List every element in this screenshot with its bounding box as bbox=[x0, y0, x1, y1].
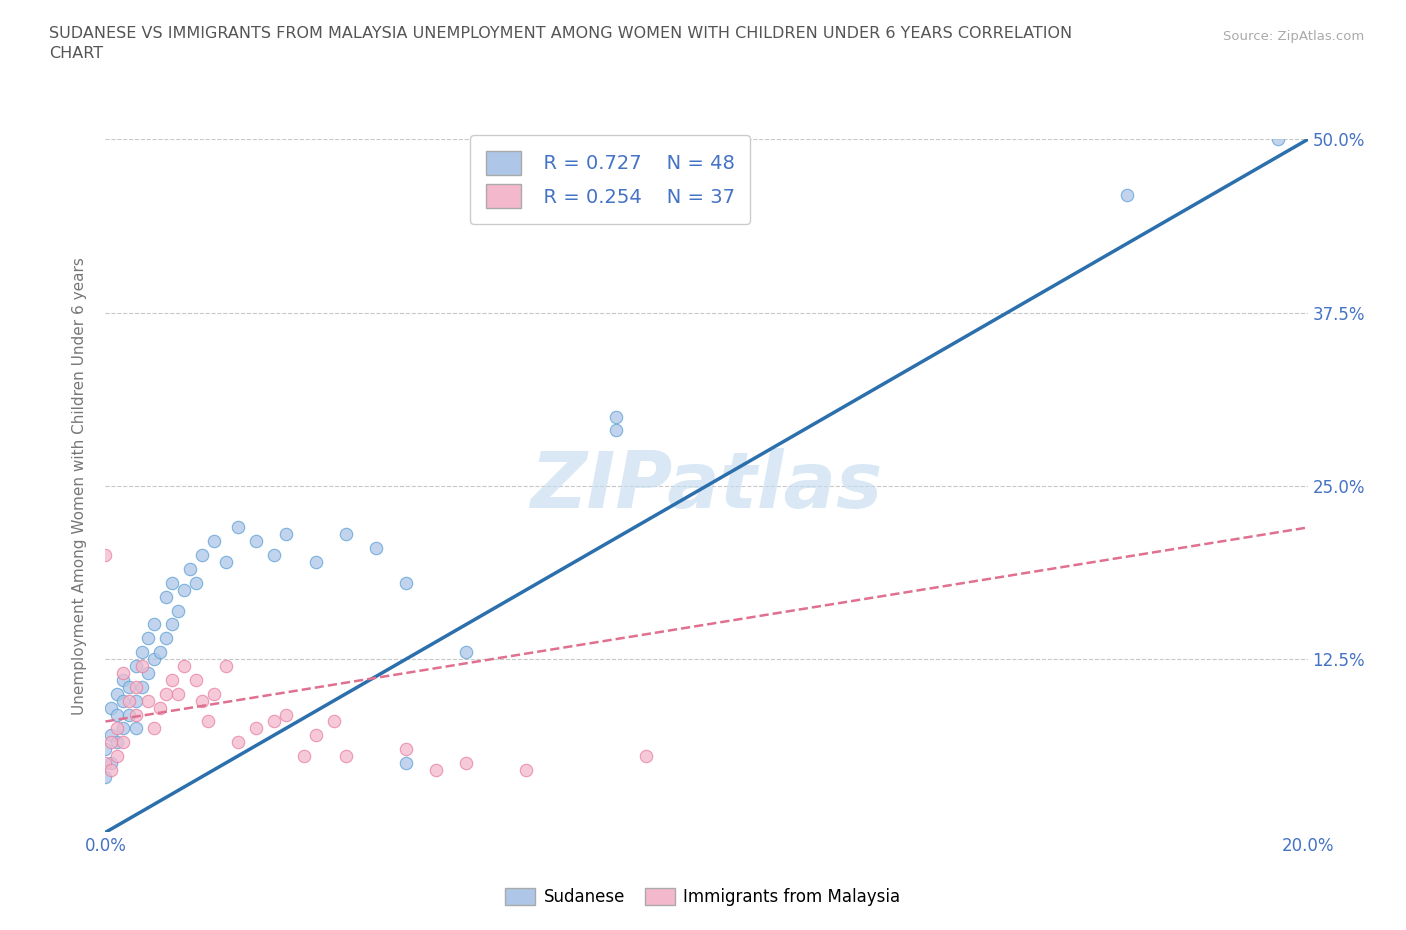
Point bbox=[131, 680, 153, 695]
Point bbox=[395, 742, 418, 757]
Point bbox=[335, 749, 357, 764]
Point bbox=[173, 658, 195, 673]
Point bbox=[131, 658, 153, 673]
Point bbox=[112, 672, 135, 687]
Point bbox=[197, 714, 219, 729]
Legend:   R = 0.727    N = 48,   R = 0.254    N = 37: R = 0.727 N = 48, R = 0.254 N = 37 bbox=[471, 136, 751, 223]
Y-axis label: Unemployment Among Women with Children Under 6 years: Unemployment Among Women with Children U… bbox=[72, 257, 87, 715]
Point bbox=[100, 728, 122, 743]
Point bbox=[263, 714, 285, 729]
Point bbox=[454, 644, 477, 659]
Point bbox=[605, 409, 627, 424]
Point bbox=[155, 686, 177, 701]
Point bbox=[184, 576, 207, 591]
Point bbox=[124, 721, 146, 736]
Point bbox=[202, 686, 225, 701]
Text: SUDANESE VS IMMIGRANTS FROM MALAYSIA UNEMPLOYMENT AMONG WOMEN WITH CHILDREN UNDE: SUDANESE VS IMMIGRANTS FROM MALAYSIA UNE… bbox=[49, 26, 1073, 41]
Point bbox=[131, 644, 153, 659]
Point bbox=[118, 680, 141, 695]
Point bbox=[173, 582, 195, 597]
Point bbox=[136, 693, 159, 708]
Point bbox=[107, 749, 129, 764]
Point bbox=[322, 714, 344, 729]
Point bbox=[142, 652, 165, 667]
Point bbox=[184, 672, 207, 687]
Point bbox=[305, 728, 328, 743]
Point bbox=[100, 763, 122, 777]
Point bbox=[395, 576, 418, 591]
Point bbox=[364, 541, 387, 556]
Legend: Sudanese, Immigrants from Malaysia: Sudanese, Immigrants from Malaysia bbox=[499, 881, 907, 912]
Point bbox=[160, 672, 183, 687]
Point bbox=[124, 680, 146, 695]
Point bbox=[179, 562, 201, 577]
Point bbox=[94, 548, 117, 563]
Point bbox=[107, 686, 129, 701]
Point bbox=[155, 590, 177, 604]
Point bbox=[274, 527, 297, 542]
Text: CHART: CHART bbox=[49, 46, 103, 61]
Point bbox=[274, 707, 297, 722]
Point bbox=[226, 735, 249, 750]
Point bbox=[263, 548, 285, 563]
Point bbox=[190, 548, 212, 563]
Point bbox=[155, 631, 177, 645]
Point bbox=[166, 604, 188, 618]
Point bbox=[100, 735, 122, 750]
Point bbox=[305, 554, 328, 569]
Point bbox=[112, 721, 135, 736]
Point bbox=[515, 763, 537, 777]
Point bbox=[202, 534, 225, 549]
Point bbox=[124, 658, 146, 673]
Point bbox=[94, 742, 117, 757]
Point bbox=[160, 576, 183, 591]
Point bbox=[292, 749, 315, 764]
Point bbox=[112, 735, 135, 750]
Point bbox=[107, 707, 129, 722]
Point bbox=[107, 721, 129, 736]
Point bbox=[148, 644, 170, 659]
Point bbox=[335, 527, 357, 542]
Point bbox=[226, 520, 249, 535]
Point bbox=[94, 755, 117, 770]
Point bbox=[160, 618, 183, 632]
Point bbox=[142, 618, 165, 632]
Point bbox=[136, 631, 159, 645]
Point bbox=[214, 554, 236, 569]
Point bbox=[112, 693, 135, 708]
Point bbox=[94, 769, 117, 784]
Point bbox=[136, 666, 159, 681]
Point bbox=[124, 693, 146, 708]
Point bbox=[245, 721, 267, 736]
Point bbox=[636, 749, 658, 764]
Point bbox=[395, 755, 418, 770]
Point bbox=[454, 755, 477, 770]
Point bbox=[605, 423, 627, 438]
Point bbox=[245, 534, 267, 549]
Point bbox=[142, 721, 165, 736]
Point bbox=[118, 693, 141, 708]
Point bbox=[1116, 188, 1139, 203]
Point bbox=[190, 693, 212, 708]
Point bbox=[118, 707, 141, 722]
Point bbox=[425, 763, 447, 777]
Point bbox=[100, 755, 122, 770]
Point bbox=[214, 658, 236, 673]
Point bbox=[107, 735, 129, 750]
Text: ZIPatlas: ZIPatlas bbox=[530, 448, 883, 524]
Point bbox=[1267, 132, 1289, 147]
Point bbox=[112, 666, 135, 681]
Point bbox=[166, 686, 188, 701]
Point bbox=[124, 707, 146, 722]
Text: Source: ZipAtlas.com: Source: ZipAtlas.com bbox=[1223, 30, 1364, 43]
Point bbox=[100, 700, 122, 715]
Point bbox=[148, 700, 170, 715]
